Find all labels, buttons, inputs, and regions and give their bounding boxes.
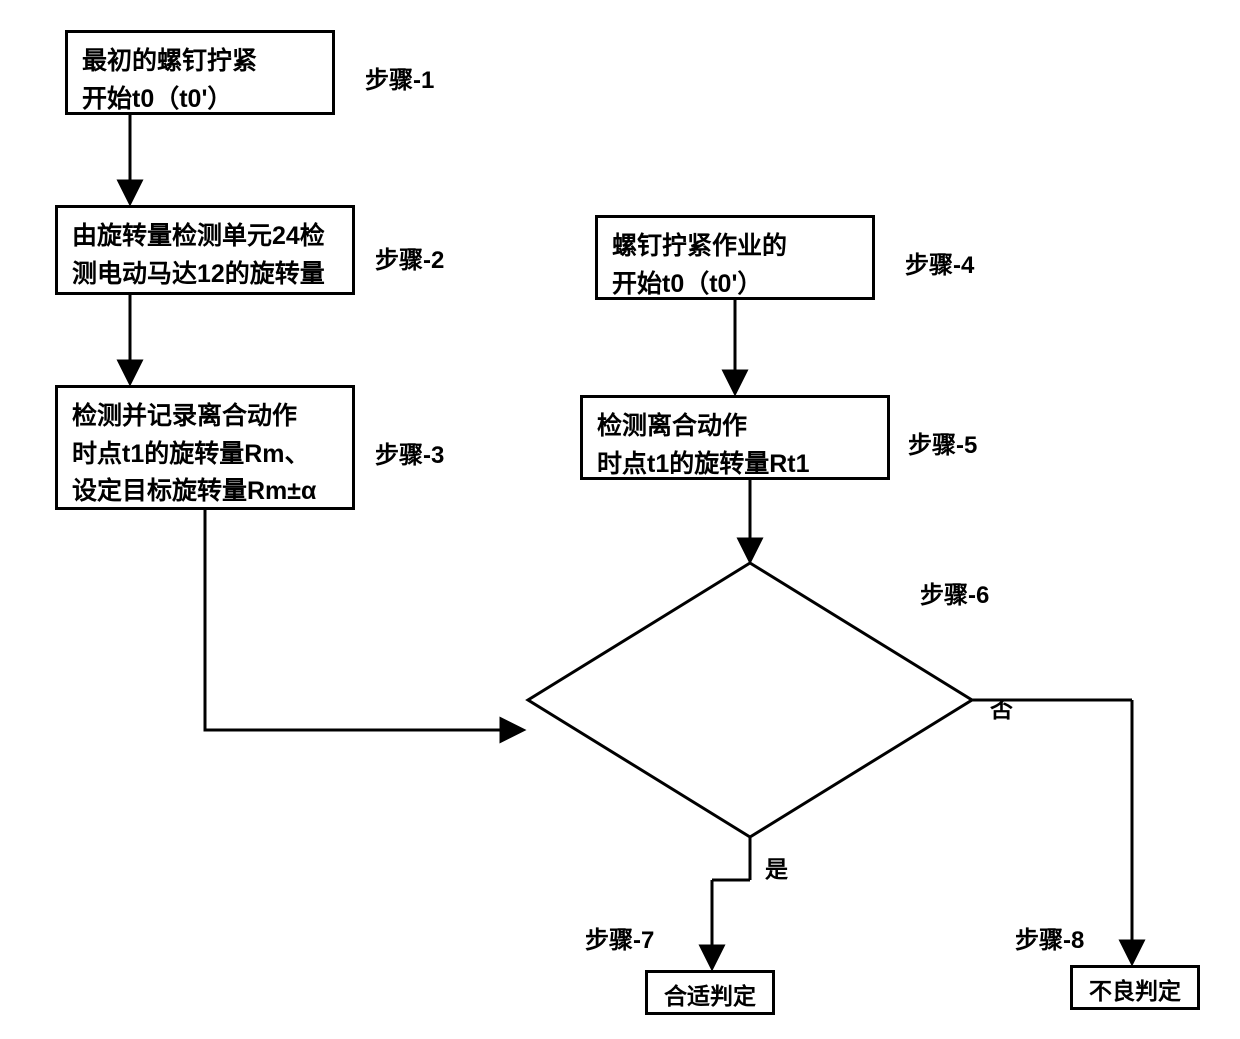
step-3-line-2: 时点t1的旋转量Rm、: [72, 440, 310, 468]
step-2-line-1: 由旋转量检测单元24检: [72, 222, 325, 250]
step-6-line-4: Rm+α≥Rt1≥Rm-α: [657, 735, 843, 761]
step-7-text: 合适判定: [664, 983, 756, 1009]
step-6-decision-text: 将检测出的 旋转量Rt1与目标 旋转量Rm±α进行比较 Rm+α≥Rt1≥Rm-…: [555, 640, 945, 764]
step-6-line-1: 将检测出的: [693, 642, 808, 668]
step-8-label: 步骤-8: [1015, 920, 1084, 955]
step-7-box: 合适判定: [645, 970, 775, 1015]
branch-yes-label: 是: [765, 850, 788, 884]
flowchart-svg: [0, 0, 1240, 1039]
step-3-line-3: 设定目标旋转量Rm±α: [72, 477, 316, 505]
step-5-box: 检测离合动作 时点t1的旋转量Rt1: [580, 395, 890, 480]
step-1-label: 步骤-1: [365, 60, 434, 95]
step-3-line-1: 检测并记录离合动作: [72, 402, 297, 430]
step-2-box: 由旋转量检测单元24检 测电动马达12的旋转量: [55, 205, 355, 295]
step-7-label: 步骤-7: [585, 920, 654, 955]
step-1-line-1: 最初的螺钉拧紧: [82, 47, 257, 75]
step-2-label: 步骤-2: [375, 240, 444, 275]
step-1-box: 最初的螺钉拧紧 开始t0（t0'）: [65, 30, 335, 115]
step-1-line-2: 开始t0（t0'）: [82, 85, 232, 113]
step-5-line-1: 检测离合动作: [597, 412, 747, 440]
step-4-label: 步骤-4: [905, 245, 974, 280]
step-8-text: 不良判定: [1089, 978, 1181, 1004]
step-8-box: 不良判定: [1070, 965, 1200, 1010]
step-6-line-2: 旋转量Rt1与目标: [662, 673, 837, 699]
step-2-line-2: 测电动马达12的旋转量: [72, 260, 325, 288]
step-4-box: 螺钉拧紧作业的 开始t0（t0'）: [595, 215, 875, 300]
step-4-line-2: 开始t0（t0'）: [612, 270, 762, 298]
branch-no-label: 否: [990, 690, 1013, 724]
step-5-label: 步骤-5: [908, 425, 977, 460]
step-4-line-1: 螺钉拧紧作业的: [612, 232, 787, 260]
step-3-label: 步骤-3: [375, 435, 444, 470]
step-6-line-3: 旋转量Rm±α进行比较: [638, 704, 863, 730]
step-3-box: 检测并记录离合动作 时点t1的旋转量Rm、 设定目标旋转量Rm±α: [55, 385, 355, 510]
step-5-line-2: 时点t1的旋转量Rt1: [597, 450, 810, 478]
step-6-label: 步骤-6: [920, 575, 989, 610]
